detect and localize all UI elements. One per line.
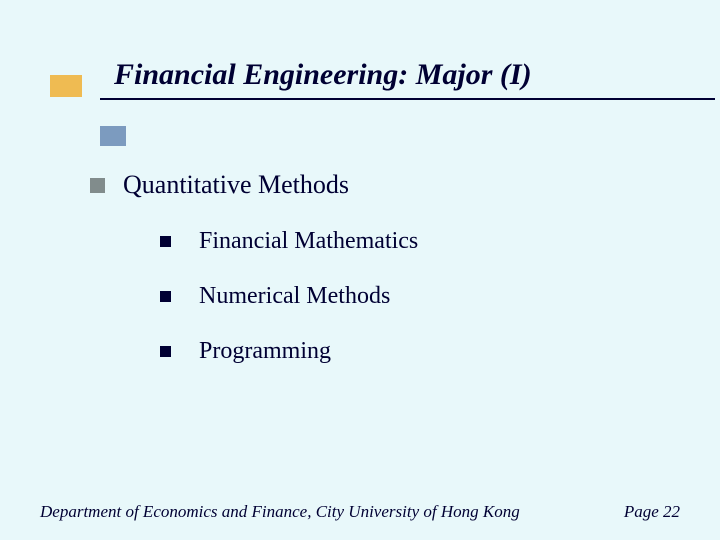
content-area: Quantitative Methods Financial Mathemati… [90,170,720,365]
square-bullet-icon [160,346,171,357]
sub-list-item: Programming [160,338,720,365]
footer: Department of Economics and Finance, Cit… [40,502,680,522]
main-list-item: Quantitative Methods [90,170,720,200]
sub-list-item: Numerical Methods [160,283,720,310]
sub-item-label: Programming [199,338,331,365]
square-bullet-icon [160,291,171,302]
title-underline [100,98,715,100]
footer-page-number: Page 22 [624,502,680,522]
title-bullet-blue [100,126,126,146]
sub-list-item: Financial Mathematics [160,228,720,255]
footer-left: Department of Economics and Finance, Cit… [40,502,520,522]
main-item-label: Quantitative Methods [123,170,349,200]
sub-item-label: Financial Mathematics [199,228,418,255]
slide-title: Financial Engineering: Major (I) [114,58,720,92]
square-bullet-icon [90,178,105,193]
title-area: Financial Engineering: Major (I) [0,0,720,100]
sub-list: Financial Mathematics Numerical Methods … [160,228,720,365]
sub-item-label: Numerical Methods [199,283,390,310]
square-bullet-icon [160,236,171,247]
title-bullet-orange [50,75,82,97]
